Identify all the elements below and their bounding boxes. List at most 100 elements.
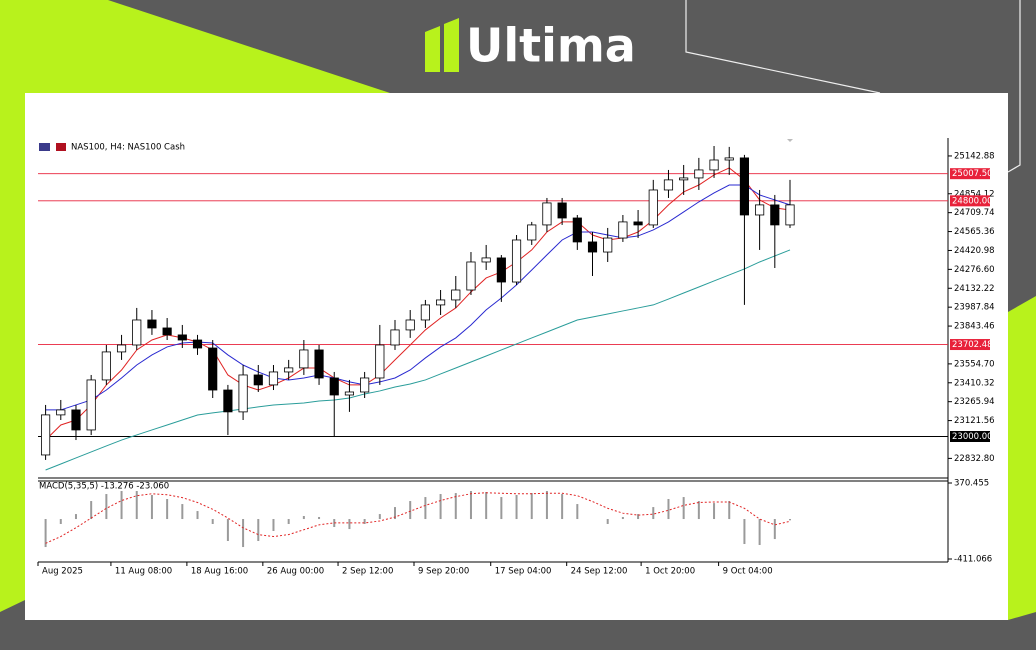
brand: Ultima bbox=[466, 19, 636, 73]
candle-body bbox=[587, 241, 598, 253]
accent bbox=[0, 0, 390, 612]
candle-body bbox=[648, 189, 658, 226]
candle-body bbox=[192, 339, 203, 349]
level-label: 23702.48 bbox=[952, 340, 993, 350]
moving-average bbox=[45, 249, 791, 471]
candle-body bbox=[785, 204, 795, 226]
candle-body bbox=[557, 202, 567, 219]
accent bbox=[1008, 296, 1036, 620]
candle-body bbox=[542, 202, 552, 226]
candle-body bbox=[360, 377, 370, 393]
candle-body bbox=[223, 389, 233, 413]
level-tag bbox=[950, 339, 990, 351]
candle-body bbox=[116, 344, 127, 353]
candle-body bbox=[177, 334, 187, 341]
candle-body bbox=[299, 349, 309, 369]
logo-icon bbox=[425, 18, 459, 72]
candle-body bbox=[724, 157, 734, 161]
candle-body bbox=[572, 217, 582, 243]
candle-body bbox=[101, 351, 111, 381]
symbol-icon bbox=[39, 143, 66, 151]
candle-body bbox=[284, 367, 294, 373]
candle-body bbox=[344, 391, 355, 396]
y-tick-label: 24276.60 bbox=[954, 265, 995, 275]
candle-body bbox=[663, 179, 674, 191]
moving-average bbox=[45, 184, 791, 411]
level-tag bbox=[950, 168, 990, 180]
decor-line bbox=[1007, 0, 1021, 173]
x-tick-label: 17 Sep 04:00 bbox=[495, 567, 552, 577]
candle-body bbox=[329, 377, 339, 396]
candle-body bbox=[86, 379, 96, 431]
y-tick-label: 23410.32 bbox=[954, 378, 995, 388]
y-tick-label: 24132.22 bbox=[954, 284, 995, 294]
level-label: 25007.50 bbox=[952, 169, 993, 179]
candle-body bbox=[132, 319, 142, 346]
indicator-label: MACD(5,35,5) -13.276 -23.060 bbox=[39, 482, 169, 492]
y-tick-label: 23121.56 bbox=[954, 416, 995, 426]
x-tick-label: Aug 2025 bbox=[42, 567, 83, 577]
candle-body bbox=[253, 374, 263, 386]
candle-body bbox=[618, 221, 628, 239]
chart-panel bbox=[25, 93, 1008, 620]
candle-body bbox=[466, 261, 476, 291]
candle-body bbox=[238, 374, 248, 413]
y-tick-label: 370.455 bbox=[954, 479, 989, 489]
candle-body bbox=[755, 204, 765, 216]
x-tick-label: 2 Sep 12:00 bbox=[342, 567, 393, 577]
y-tick-label: 23265.94 bbox=[954, 397, 995, 407]
level-tag bbox=[950, 430, 990, 442]
candle-body bbox=[527, 224, 537, 241]
y-tick-label: 23843.46 bbox=[954, 322, 995, 332]
candle-body bbox=[162, 327, 172, 336]
candle-body bbox=[739, 157, 750, 216]
candle-body bbox=[436, 299, 446, 306]
x-tick-label: 26 Aug 00:00 bbox=[267, 567, 324, 577]
y-tick-label: 22832.80 bbox=[954, 454, 995, 464]
y-tick-label: 23987.84 bbox=[954, 303, 995, 313]
shift-marker bbox=[787, 139, 793, 142]
y-tick-label: 24854.12 bbox=[954, 189, 995, 199]
candle-body bbox=[709, 159, 719, 171]
candle-body bbox=[420, 304, 430, 321]
level-label: 24800.00 bbox=[952, 196, 993, 206]
candle-body bbox=[770, 204, 780, 226]
candle-body bbox=[147, 319, 157, 329]
candle-body bbox=[208, 347, 218, 391]
candle-body bbox=[314, 349, 324, 379]
candle-body bbox=[481, 257, 491, 263]
x-tick-label: 1 Oct 20:00 bbox=[645, 567, 695, 577]
candle-body bbox=[56, 409, 66, 416]
y-tick-label: 25142.88 bbox=[954, 151, 995, 161]
candle-body bbox=[603, 237, 613, 253]
level-tag bbox=[950, 195, 990, 207]
macd-signal bbox=[45, 492, 791, 544]
candle-body bbox=[375, 344, 385, 379]
candle-body bbox=[390, 329, 400, 346]
x-tick-label: 9 Sep 20:00 bbox=[418, 567, 469, 577]
y-tick-label: 24565.36 bbox=[954, 227, 995, 237]
y-tick-label: -411.066 bbox=[954, 555, 992, 565]
candle-body bbox=[511, 239, 522, 283]
x-tick-label: 18 Aug 16:00 bbox=[191, 567, 248, 577]
candle-body bbox=[41, 414, 51, 456]
x-tick-label: 9 Oct 04:00 bbox=[723, 567, 773, 577]
moving-average bbox=[45, 167, 791, 441]
candle-body bbox=[71, 409, 81, 431]
x-tick-label: 11 Aug 08:00 bbox=[115, 567, 172, 577]
candle-body bbox=[405, 319, 415, 331]
chart-title: NAS100, H4: NAS100 Cash bbox=[71, 143, 185, 153]
candle-body bbox=[268, 371, 279, 386]
candle-body bbox=[633, 221, 643, 226]
candle-body bbox=[451, 289, 461, 301]
y-tick-label: 24709.74 bbox=[954, 208, 995, 218]
y-tick-label: 23554.70 bbox=[954, 359, 995, 369]
y-tick-label: 24420.98 bbox=[954, 246, 995, 256]
decor-line bbox=[685, 0, 881, 94]
candle-body bbox=[679, 177, 689, 181]
level-label: 23000.00 bbox=[952, 432, 993, 442]
candle-body bbox=[496, 257, 506, 283]
x-tick-label: 24 Sep 12:00 bbox=[571, 567, 628, 577]
